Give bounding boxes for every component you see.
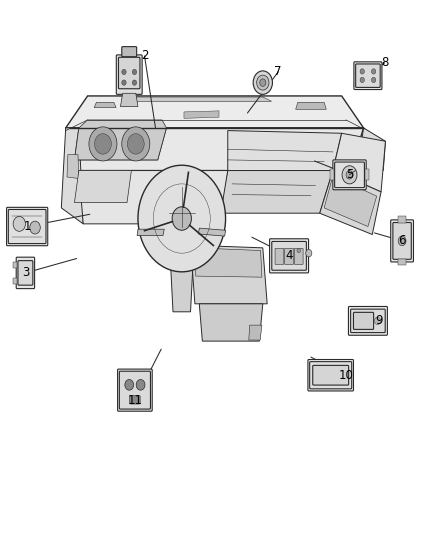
- Polygon shape: [61, 128, 83, 224]
- Circle shape: [89, 127, 117, 161]
- FancyBboxPatch shape: [7, 207, 48, 246]
- Polygon shape: [195, 248, 262, 277]
- Polygon shape: [249, 325, 262, 340]
- FancyBboxPatch shape: [308, 360, 353, 391]
- Polygon shape: [191, 245, 267, 304]
- Circle shape: [374, 317, 381, 325]
- FancyBboxPatch shape: [356, 64, 380, 87]
- FancyBboxPatch shape: [348, 306, 387, 335]
- Text: 2: 2: [141, 50, 148, 62]
- Circle shape: [297, 248, 300, 253]
- FancyBboxPatch shape: [122, 46, 137, 56]
- Polygon shape: [199, 304, 263, 341]
- FancyBboxPatch shape: [272, 241, 307, 270]
- Circle shape: [371, 69, 376, 74]
- Polygon shape: [123, 97, 272, 101]
- Bar: [330, 169, 334, 180]
- Polygon shape: [66, 96, 364, 128]
- Circle shape: [127, 134, 144, 154]
- Polygon shape: [74, 171, 131, 203]
- FancyBboxPatch shape: [18, 261, 33, 285]
- Circle shape: [253, 71, 272, 94]
- Circle shape: [346, 171, 353, 179]
- Text: 4: 4: [285, 249, 293, 262]
- Polygon shape: [137, 229, 164, 236]
- Polygon shape: [219, 171, 333, 213]
- Bar: [365, 169, 369, 180]
- Text: 7: 7: [274, 66, 282, 78]
- Polygon shape: [320, 171, 381, 235]
- Bar: [13, 278, 17, 284]
- Text: 8: 8: [381, 56, 388, 69]
- Polygon shape: [296, 102, 326, 109]
- Text: 6: 6: [398, 235, 406, 247]
- Circle shape: [306, 249, 312, 257]
- Circle shape: [342, 166, 357, 184]
- Bar: [13, 262, 17, 268]
- Polygon shape: [324, 176, 377, 227]
- Polygon shape: [120, 93, 138, 107]
- Circle shape: [132, 80, 137, 85]
- FancyBboxPatch shape: [285, 248, 293, 264]
- FancyBboxPatch shape: [335, 162, 364, 188]
- FancyBboxPatch shape: [310, 362, 352, 389]
- FancyBboxPatch shape: [294, 248, 303, 264]
- Text: 10: 10: [339, 369, 353, 382]
- FancyBboxPatch shape: [119, 371, 150, 409]
- Polygon shape: [74, 120, 166, 160]
- FancyBboxPatch shape: [8, 209, 46, 244]
- FancyBboxPatch shape: [116, 55, 142, 94]
- FancyBboxPatch shape: [353, 312, 374, 329]
- Text: 9: 9: [375, 314, 383, 327]
- FancyBboxPatch shape: [118, 57, 140, 88]
- Circle shape: [260, 79, 266, 86]
- Circle shape: [257, 75, 269, 90]
- Polygon shape: [198, 228, 226, 236]
- Polygon shape: [164, 245, 201, 264]
- Polygon shape: [94, 102, 116, 108]
- FancyBboxPatch shape: [393, 223, 411, 259]
- Text: 11: 11: [127, 394, 142, 407]
- FancyBboxPatch shape: [275, 248, 284, 264]
- Polygon shape: [79, 171, 228, 224]
- Polygon shape: [67, 155, 79, 179]
- FancyBboxPatch shape: [130, 395, 140, 404]
- Circle shape: [13, 216, 25, 231]
- FancyBboxPatch shape: [354, 62, 382, 90]
- Bar: [398, 216, 406, 223]
- Circle shape: [30, 221, 40, 234]
- Text: 1: 1: [23, 220, 31, 233]
- Circle shape: [136, 379, 145, 390]
- FancyBboxPatch shape: [16, 257, 35, 289]
- Circle shape: [122, 80, 126, 85]
- Circle shape: [172, 207, 191, 230]
- Circle shape: [122, 69, 126, 75]
- Circle shape: [125, 379, 134, 390]
- Text: 3: 3: [22, 266, 29, 279]
- FancyBboxPatch shape: [313, 366, 349, 385]
- Circle shape: [371, 77, 376, 83]
- Polygon shape: [171, 269, 193, 312]
- Circle shape: [95, 134, 111, 154]
- Circle shape: [132, 69, 137, 75]
- Circle shape: [360, 77, 364, 83]
- Circle shape: [122, 127, 150, 161]
- Circle shape: [360, 69, 364, 74]
- Polygon shape: [66, 128, 364, 171]
- FancyBboxPatch shape: [350, 309, 385, 333]
- FancyBboxPatch shape: [117, 369, 152, 411]
- FancyBboxPatch shape: [391, 220, 413, 262]
- FancyBboxPatch shape: [269, 239, 308, 273]
- Circle shape: [398, 236, 406, 246]
- Circle shape: [138, 165, 226, 272]
- Bar: [398, 259, 406, 265]
- Polygon shape: [359, 128, 385, 171]
- Polygon shape: [333, 133, 385, 192]
- Text: 5: 5: [346, 168, 353, 181]
- Polygon shape: [74, 128, 166, 160]
- Polygon shape: [228, 131, 342, 171]
- FancyBboxPatch shape: [333, 160, 366, 190]
- Polygon shape: [184, 111, 219, 118]
